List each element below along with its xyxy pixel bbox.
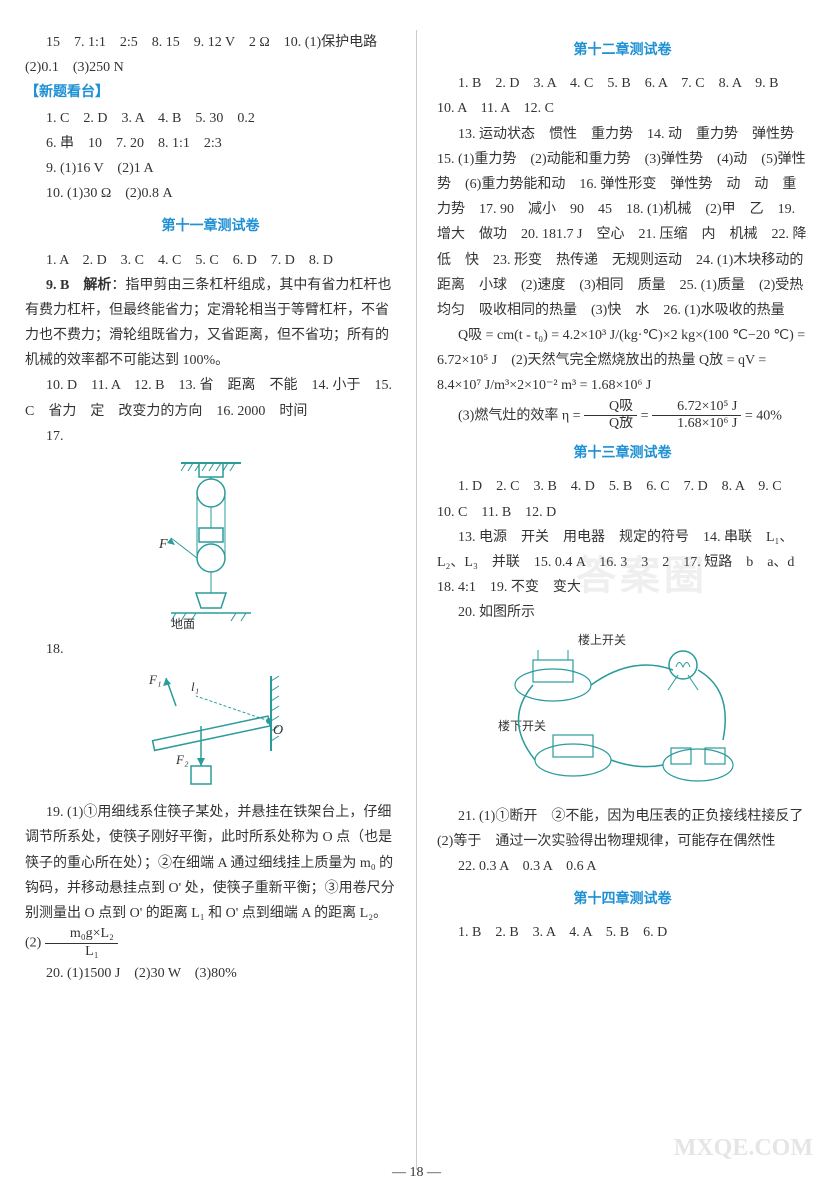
- calc2-num2: 6.72×10⁵ J: [652, 399, 741, 417]
- calc2-den1: Q放: [584, 416, 637, 433]
- xinti-line1: 1. C 2. D 3. A 4. B 5. 30 0.2: [25, 106, 396, 131]
- right-column: 第十二章测试卷 1. B 2. D 3. A 4. C 5. B 6. A 7.…: [432, 30, 813, 1170]
- page-number: — 18 —: [392, 1160, 441, 1185]
- lever-O-label: O: [273, 723, 283, 738]
- q22-text: 22. 0.3 A 0.3 A 0.6 A: [437, 854, 808, 879]
- ch12-line1: 1. B 2. D 3. A 4. C 5. B 6. A 7. C 8. A …: [437, 71, 808, 121]
- q9-label: 9. B 解析: [46, 278, 111, 293]
- ch13-line2: 13. 电源 开关 用电器 规定的符号 14. 串联 L₁、L₂、L₃ 并联 1…: [437, 525, 808, 601]
- calc1-text: Q吸 = cm(t - t₀) = 4.2×10³ J/(kg·℃)×2 kg×…: [437, 328, 805, 393]
- ch12-calc1: Q吸 = cm(t - t₀) = 4.2×10³ J/(kg·℃)×2 kg×…: [437, 323, 808, 399]
- circuit-diagram: 楼上开关 楼下开关: [483, 630, 763, 800]
- ch11-q9: 9. B 解析：指甲剪由三条杠杆组成，其中有省力杠杆也有费力杠杆，但最终能省力；…: [25, 273, 396, 374]
- lever-diagram: O F₁ l₁ F₂: [121, 666, 301, 796]
- ch12-calc2: (3)燃气灶的效率 η = Q吸 Q放 = 6.72×10⁵ J 1.68×10…: [437, 399, 808, 434]
- xinti-line3: 9. (1)16 V (2)1 A: [25, 156, 396, 181]
- ch13-title: 第十三章测试卷: [437, 441, 808, 466]
- ch11-line1: 1. A 2. D 3. C 4. C 5. C 6. D 7. D 8. D: [25, 248, 396, 273]
- q19-text: 19. (1)①用细线系住筷子某处，并悬挂在铁架台上，仔细调节所系处，使筷子刚好…: [25, 800, 396, 961]
- pulley-ground-label: 地面: [171, 617, 195, 631]
- calc2-frac2: 6.72×10⁵ J 1.68×10⁶ J: [652, 399, 741, 434]
- calc2-den2: 1.68×10⁶ J: [652, 416, 741, 433]
- ch13-line1: 1. D 2. C 3. B 4. D 5. B 6. C 7. D 8. A …: [437, 474, 808, 524]
- ch14-line1: 1. B 2. B 3. A 4. A 5. B 6. D: [437, 920, 808, 945]
- q20r-text: 20. 如图所示: [437, 600, 808, 625]
- two-column-layout: 15 7. 1:1 2:5 8. 15 9. 12 V 2 Ω 10. (1)保…: [20, 30, 813, 1170]
- lever-l1-label: l₁: [191, 679, 199, 694]
- circuit-bottom-label: 楼下开关: [498, 718, 546, 733]
- left-column: 15 7. 1:1 2:5 8. 15 9. 12 V 2 Ω 10. (1)保…: [20, 30, 401, 1170]
- calc2-prefix: (3)燃气灶的效率 η =: [458, 408, 584, 423]
- calc2-frac1: Q吸 Q放: [584, 399, 637, 434]
- calc2-suffix: = 40%: [745, 408, 782, 423]
- page-num-value: 18: [410, 1165, 424, 1180]
- circuit-top-label: 楼上开关: [578, 632, 626, 647]
- q19-frac-num: m₀g×L₂: [45, 926, 118, 944]
- lever-F1-label: F₁: [148, 672, 161, 687]
- q19-frac-den: L₁: [45, 944, 118, 961]
- lever-F2-label: F₂: [175, 752, 189, 767]
- ch14-title: 第十四章测试卷: [437, 887, 808, 912]
- ch11-line2: 10. D 11. A 12. B 13. 省 距离 不能 14. 小于 15.…: [25, 373, 396, 423]
- xinti-header: 【新题看台】: [25, 80, 396, 105]
- xinti-line2: 6. 串 10 7. 20 8. 1:1 2:3: [25, 131, 396, 156]
- ch12-line2: 13. 运动状态 惯性 重力势 14. 动 重力势 弹性势 15. (1)重力势…: [437, 122, 808, 324]
- ch11-title: 第十一章测试卷: [25, 214, 396, 239]
- q17-label: 17.: [25, 424, 396, 449]
- calc2-num1: Q吸: [584, 399, 637, 417]
- continuation-text: 15 7. 1:1 2:5 8. 15 9. 12 V 2 Ω 10. (1)保…: [25, 30, 396, 80]
- q21-text: 21. (1)①断开 ②不能，因为电压表的正负接线柱接反了 (2)等于 通过一次…: [437, 804, 808, 854]
- column-divider: [416, 30, 417, 1170]
- calc2-mid: =: [641, 408, 652, 423]
- ch12-title: 第十二章测试卷: [437, 38, 808, 63]
- q20-text: 20. (1)1500 J (2)30 W (3)80%: [25, 961, 396, 986]
- pulley-F-label: F: [158, 537, 168, 552]
- q19-fraction: m₀g×L₂ L₁: [45, 926, 118, 961]
- pulley-diagram: F 地面: [141, 453, 281, 633]
- q18-label: 18.: [25, 637, 396, 662]
- xinti-line4: 10. (1)30 Ω (2)0.8 A: [25, 181, 396, 206]
